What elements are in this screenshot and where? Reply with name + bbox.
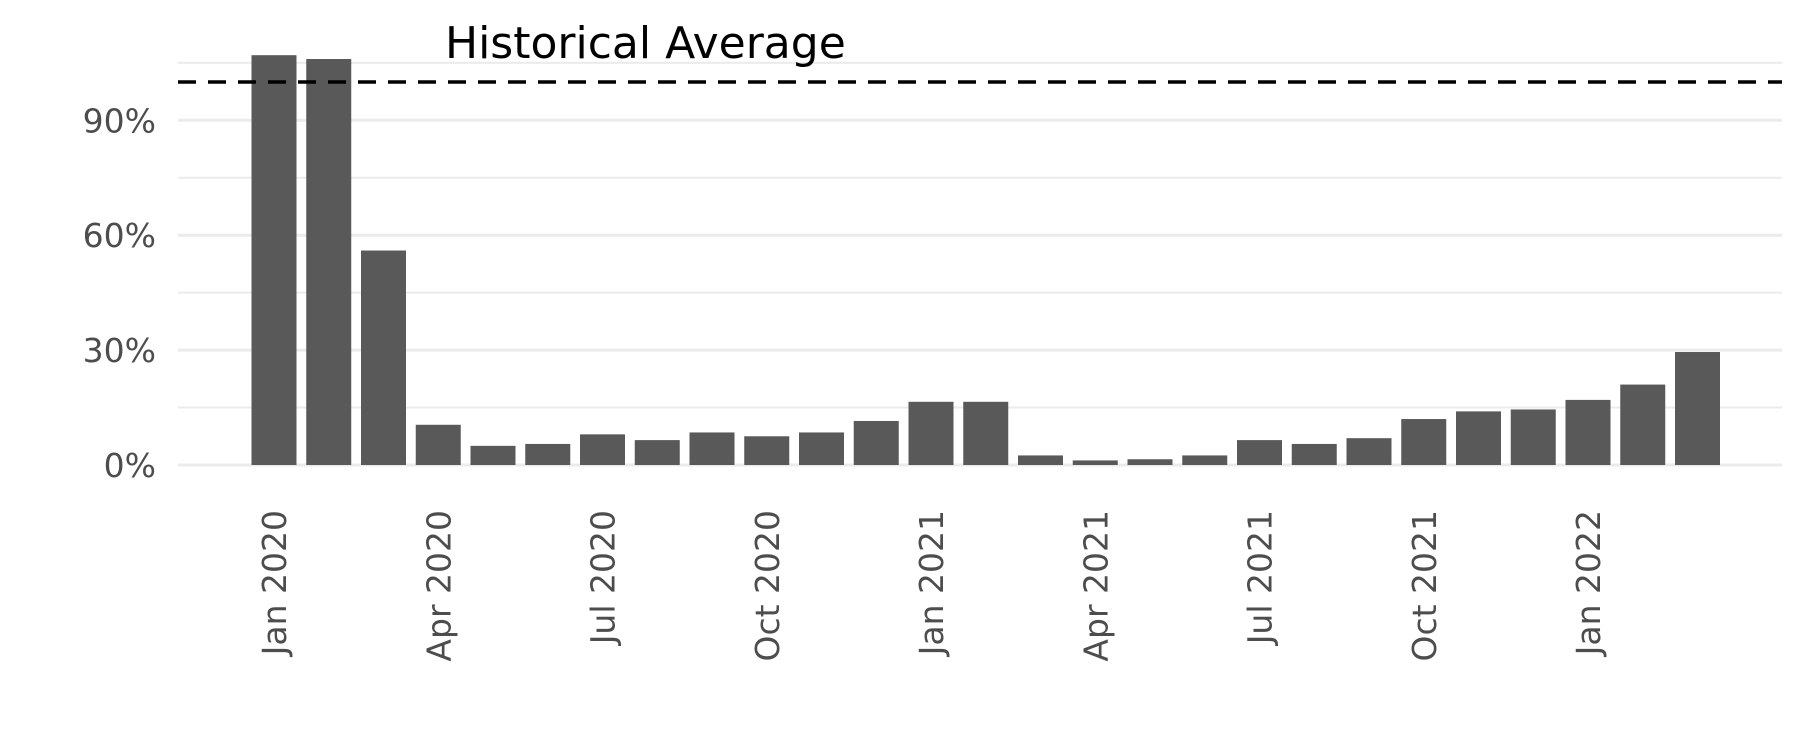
bar	[1127, 459, 1173, 465]
x-tick-label: Jul 2021	[1241, 510, 1280, 646]
bar	[1456, 411, 1501, 465]
bar	[1401, 419, 1447, 465]
y-axis-ticks: 0% 30% 60% 90%	[83, 101, 156, 485]
x-tick-label: Oct 2020	[748, 510, 787, 662]
x-tick-label: Apr 2020	[419, 510, 458, 662]
bar	[525, 443, 571, 465]
x-tick-label: Oct 2021	[1405, 510, 1444, 662]
reference-line-label: Historical Average	[445, 18, 846, 69]
bar	[306, 59, 352, 466]
x-tick-label: Jul 2020	[584, 510, 623, 646]
bar	[1182, 455, 1228, 465]
x-axis-ticks: Jan 2020 Apr 2020 Jul 2020 Oct 2020 Jan 2021…	[255, 510, 1608, 662]
bar	[1675, 352, 1720, 465]
bar	[1510, 409, 1556, 465]
bar	[634, 440, 680, 465]
bar	[1565, 399, 1611, 465]
y-tick-label: 30%	[83, 331, 156, 370]
reference-line-group: Historical Average	[178, 18, 1782, 84]
bar	[1237, 440, 1282, 465]
bar	[251, 55, 297, 465]
x-tick-label: Apr 2021	[1076, 510, 1115, 662]
bar	[744, 436, 790, 465]
bar	[1072, 460, 1118, 465]
bar	[361, 250, 406, 465]
y-tick-label: 90%	[83, 101, 156, 140]
bar	[1346, 438, 1392, 465]
x-tick-label: Jan 2020	[255, 510, 294, 657]
bar	[963, 401, 1009, 465]
bar	[799, 432, 844, 465]
x-tick-label: Jan 2021	[912, 510, 951, 657]
bar	[1620, 384, 1666, 465]
bar	[908, 401, 954, 465]
bar	[415, 424, 461, 465]
y-tick-label: 60%	[83, 216, 156, 255]
bar	[1291, 443, 1337, 465]
bar	[689, 432, 735, 465]
bar	[580, 434, 625, 465]
x-tick-label: Jan 2022	[1569, 510, 1608, 657]
bar	[853, 420, 899, 465]
y-tick-label: 0%	[104, 446, 156, 485]
bars	[251, 55, 1720, 466]
bar	[470, 445, 516, 465]
bar	[1018, 455, 1063, 465]
